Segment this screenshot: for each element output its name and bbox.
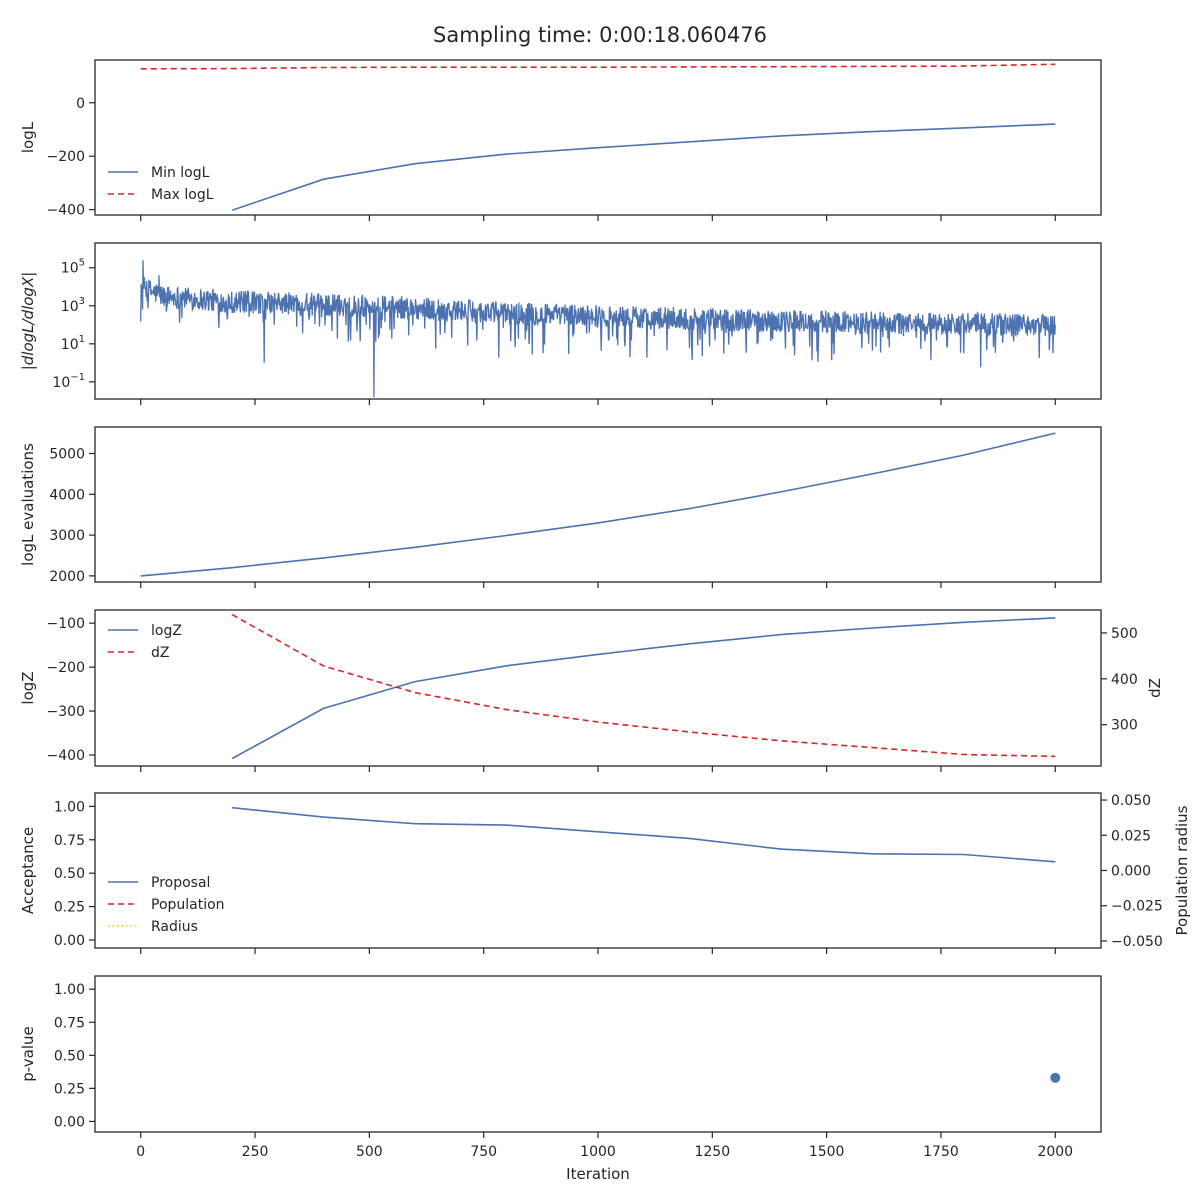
plot-frame — [94, 426, 1102, 583]
x-tick-label: 250 — [242, 1144, 269, 1160]
y-tick-label: −400 — [47, 203, 85, 219]
y2-tick-label: 300 — [1111, 718, 1138, 734]
series-proposal-line — [232, 806, 1056, 863]
y-tick-label: 101 — [61, 334, 85, 353]
series-min-logl-line — [231, 123, 1056, 211]
y-tick-base: 10 — [52, 375, 70, 391]
y-tick-label: 1.00 — [54, 982, 85, 998]
y-tick-label: 0.00 — [54, 1114, 85, 1130]
series-1-line — [140, 432, 1056, 577]
y-tick-label: 103 — [61, 296, 85, 315]
y-tick-label: 0.50 — [54, 1048, 85, 1064]
plot-frame — [94, 609, 1102, 767]
y-axis-label: Acceptance — [19, 827, 37, 914]
y-tick-label: 1.00 — [54, 799, 85, 815]
plot-frame — [94, 59, 1102, 216]
y-tick-label: −200 — [47, 149, 85, 165]
y-tick-label: 10−1 — [52, 372, 85, 391]
y-tick-exponent: 3 — [79, 296, 85, 307]
series-max-logl-line — [140, 63, 1056, 70]
y-axis-label: p-value — [19, 1026, 37, 1082]
y-tick-label: 3000 — [49, 528, 85, 544]
y-tick-label: 0.25 — [54, 900, 85, 916]
y2-tick-label: 0.050 — [1111, 793, 1151, 809]
y2-tick-label: 0.000 — [1111, 864, 1151, 880]
y-axis-label: logZ — [19, 671, 37, 704]
y-tick-label: 0.50 — [54, 866, 85, 882]
legend-entry: Population — [151, 897, 225, 913]
panel-3: 2000 3000 4000 5000 logL evaluations — [19, 426, 1102, 588]
x-axis-label: Iteration — [566, 1165, 630, 1183]
y-tick-label: 0.25 — [54, 1081, 85, 1097]
y-tick-label: 0.75 — [54, 1015, 85, 1031]
legend-entry: Max logL — [151, 187, 214, 203]
y-tick-label: 2000 — [49, 569, 85, 585]
data-point — [1050, 1072, 1061, 1083]
y2-tick-label: −0.025 — [1111, 899, 1163, 915]
panel-1: −400 −200 0 logL Min logL Max logL — [19, 59, 1102, 221]
legend-entry: logZ — [151, 623, 182, 639]
y-tick-base: 10 — [61, 261, 79, 277]
x-tick-label: 1500 — [809, 1144, 845, 1160]
y-tick-label: −400 — [47, 748, 85, 764]
y-tick-base: 10 — [61, 337, 79, 353]
legend-entry: Proposal — [151, 875, 210, 891]
y-tick-label: −200 — [47, 660, 85, 676]
x-tick-label: 1000 — [580, 1144, 616, 1160]
panel-6: 0 250 500 750 1000 1250 1500 1750 2000 0.00 0.25 0.… — [19, 975, 1102, 1160]
y2-axis-label: Population radius — [1173, 805, 1191, 935]
plot-frame — [94, 975, 1102, 1133]
panel-5: 0.00 0.25 0.50 0.75 1.00 −0.050 −0.025 0.000 0.0… — [19, 792, 1191, 954]
x-tick-label: 1250 — [694, 1144, 730, 1160]
x-tick-label: 750 — [470, 1144, 497, 1160]
y-tick-label: 0.75 — [54, 833, 85, 849]
series-1-line — [140, 260, 1056, 398]
y-tick-label: 0.00 — [54, 933, 85, 949]
y-axis-label: |dlogL/dlogX| — [19, 272, 37, 371]
legend-entry: Min logL — [151, 165, 210, 181]
x-tick-label: 0 — [136, 1144, 145, 1160]
y-tick-exponent: 1 — [79, 334, 85, 345]
y-tick-label: 5000 — [49, 447, 85, 463]
legend-entry: Radius — [151, 919, 198, 935]
y-tick-label: −300 — [47, 704, 85, 720]
y-tick-exponent: −1 — [70, 372, 85, 383]
y-tick-exponent: 5 — [79, 258, 85, 269]
y-axis-label: logL — [19, 121, 37, 153]
y2-axis-label: dZ — [1146, 678, 1164, 698]
series-dz-line — [231, 613, 1056, 758]
chart-title: Sampling time: 0:00:18.060476 — [433, 23, 767, 47]
legend-entry: dZ — [151, 645, 169, 661]
y-tick-label: 4000 — [49, 487, 85, 503]
x-tick-label: 500 — [356, 1144, 383, 1160]
y-tick-label: −100 — [47, 616, 85, 632]
y-tick-label: 0 — [76, 96, 85, 112]
y2-tick-label: 0.025 — [1111, 828, 1151, 844]
y-tick-label: 105 — [61, 258, 85, 277]
panel-4: −400 −300 −200 −100 300 400 500 logZ dZ logZ dZ — [19, 609, 1164, 772]
plot-frame — [94, 792, 1102, 949]
x-tick-label: 2000 — [1037, 1144, 1073, 1160]
y2-tick-label: −0.050 — [1111, 934, 1163, 950]
y2-tick-label: 500 — [1111, 626, 1138, 642]
series-logz-line — [231, 617, 1056, 760]
y2-tick-label: 400 — [1111, 672, 1138, 688]
y-tick-base: 10 — [61, 299, 79, 315]
y-axis-label: logL evaluations — [19, 443, 37, 566]
x-tick-label: 1750 — [923, 1144, 959, 1160]
